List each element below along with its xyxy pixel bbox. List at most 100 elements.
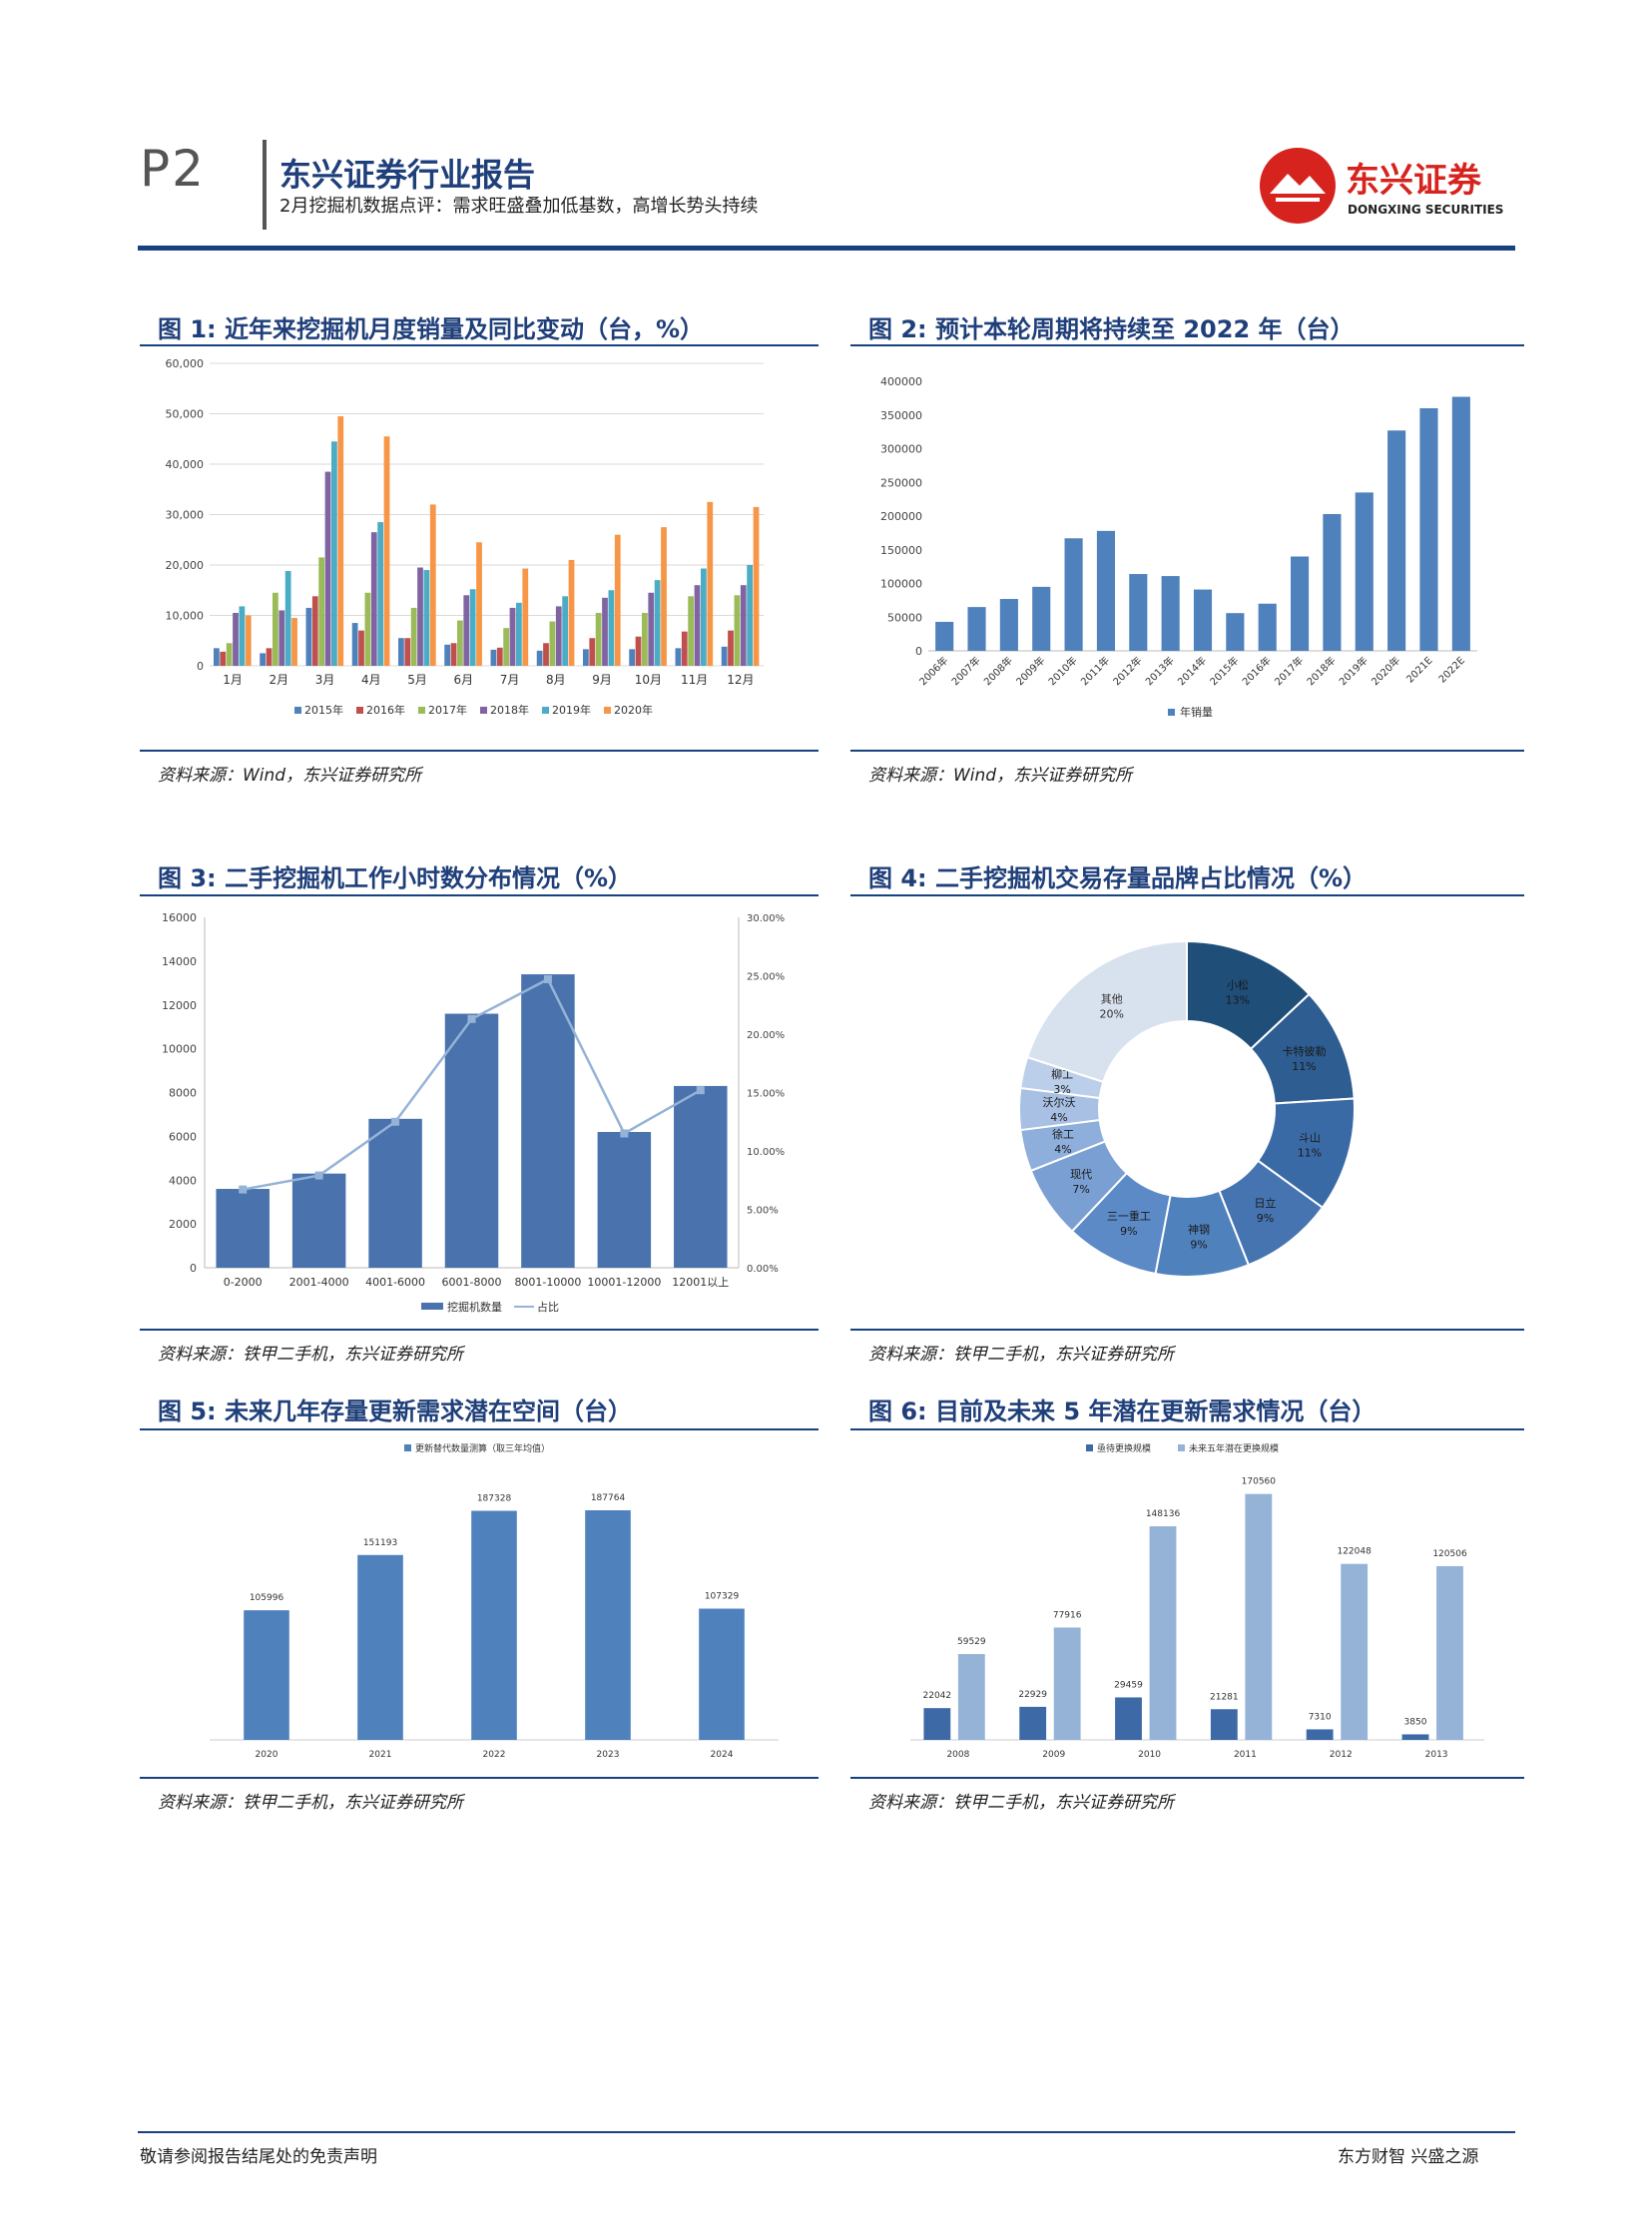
y-tick-label: 4000 bbox=[169, 1174, 197, 1187]
x-tick-label: 2008年 bbox=[981, 654, 1015, 688]
data-label: 187764 bbox=[591, 1493, 626, 1503]
bar bbox=[654, 580, 661, 666]
bar bbox=[1436, 1565, 1463, 1740]
x-tick-label: 7月 bbox=[500, 673, 520, 687]
y2-tick-label: 0.00% bbox=[747, 1264, 779, 1275]
data-label: 59529 bbox=[957, 1637, 986, 1647]
x-tick-label: 12月 bbox=[727, 673, 754, 687]
bar bbox=[410, 607, 417, 666]
legend-swatch bbox=[356, 707, 363, 714]
chart-potential-demand: 亟待更换规模 未来五年潜在更换规模 22042 59529 2008 22929 77916… bbox=[910, 1442, 1484, 1760]
bar bbox=[635, 636, 642, 666]
bar bbox=[1306, 1729, 1334, 1740]
x-tick-label: 2011 bbox=[1234, 1750, 1257, 1760]
bar bbox=[220, 651, 227, 666]
bar bbox=[1210, 1709, 1238, 1740]
y-tick-label: 50,000 bbox=[166, 408, 205, 421]
bar bbox=[239, 606, 246, 666]
x-tick-label: 2023 bbox=[597, 1750, 620, 1760]
legend-swatch bbox=[421, 1303, 443, 1310]
bar bbox=[1115, 1697, 1142, 1740]
line-point bbox=[620, 1129, 629, 1138]
bar bbox=[1341, 1563, 1369, 1740]
x-tick-label: 2007年 bbox=[948, 654, 982, 688]
data-label: 29459 bbox=[1114, 1680, 1143, 1690]
x-tick-label: 10001-12000 bbox=[587, 1276, 661, 1289]
bar bbox=[522, 568, 529, 666]
x-tick-label: 2月 bbox=[270, 673, 289, 687]
x-tick-label: 2008 bbox=[946, 1750, 969, 1760]
bar bbox=[967, 607, 986, 651]
slice-label: 神钢 bbox=[1188, 1222, 1210, 1236]
bar bbox=[747, 565, 754, 666]
y2-tick-label: 30.00% bbox=[747, 913, 785, 924]
legend-label: 亟待更换规模 bbox=[1097, 1442, 1151, 1454]
slice-label: 沃尔沃 bbox=[1043, 1096, 1076, 1109]
donut-slice bbox=[1025, 939, 1188, 1084]
x-tick-label: 2006年 bbox=[916, 654, 950, 688]
x-tick-label: 12001以上 bbox=[672, 1276, 729, 1289]
slice-percent: 20% bbox=[1100, 1007, 1124, 1020]
bar bbox=[245, 615, 252, 666]
bar bbox=[1355, 492, 1374, 651]
data-label: 107329 bbox=[705, 1592, 740, 1602]
bar bbox=[226, 643, 233, 666]
legend-swatch bbox=[1178, 1444, 1185, 1451]
y2-tick-label: 5.00% bbox=[747, 1206, 779, 1217]
bar bbox=[614, 534, 621, 666]
slice-label: 三一重工 bbox=[1107, 1209, 1151, 1223]
x-tick-label: 2012 bbox=[1330, 1750, 1353, 1760]
bar bbox=[351, 623, 358, 666]
bar bbox=[583, 649, 589, 666]
legend-swatch bbox=[404, 1444, 411, 1451]
figure-2-title: 图 2: 预计本轮周期将持续至 2022 年（台） bbox=[868, 315, 1355, 343]
slice-label: 小松 bbox=[1227, 978, 1249, 992]
chart-update-demand: 更新替代数量测算（取三年均值） 105996 2020 151193 2021 18732… bbox=[210, 1442, 779, 1760]
y-tick-label: 10,000 bbox=[166, 610, 205, 623]
legend-label: 2017年 bbox=[428, 703, 467, 717]
figure-3-bottom-rule bbox=[140, 1329, 819, 1331]
bar bbox=[1291, 556, 1310, 651]
x-tick-label: 2020年 bbox=[1369, 654, 1402, 688]
bar bbox=[675, 648, 682, 666]
y-tick-label: 12000 bbox=[162, 999, 197, 1012]
bar bbox=[521, 974, 575, 1268]
x-tick-label: 3月 bbox=[315, 673, 335, 687]
slice-percent: 7% bbox=[1072, 1183, 1089, 1196]
bar bbox=[423, 570, 430, 666]
bar bbox=[923, 1708, 951, 1740]
line-point bbox=[314, 1171, 323, 1180]
y-tick-label: 8000 bbox=[169, 1087, 197, 1100]
legend-label: 年销量 bbox=[1180, 705, 1213, 719]
y-tick-label: 6000 bbox=[169, 1130, 197, 1143]
x-tick-label: 6月 bbox=[454, 673, 474, 687]
bar bbox=[681, 631, 688, 666]
figure-6-rule bbox=[850, 1428, 1524, 1430]
x-tick-label: 1月 bbox=[223, 673, 243, 687]
y2-tick-label: 15.00% bbox=[747, 1089, 785, 1100]
slice-percent: 4% bbox=[1054, 1143, 1071, 1156]
data-label: 187328 bbox=[477, 1494, 512, 1504]
bar bbox=[629, 649, 636, 666]
x-tick-label: 8月 bbox=[546, 673, 566, 687]
y-tick-label: 0 bbox=[915, 645, 922, 658]
bar bbox=[364, 592, 371, 666]
slice-percent: 13% bbox=[1226, 994, 1250, 1007]
y-tick-label: 0 bbox=[190, 1262, 197, 1275]
bar bbox=[1096, 530, 1115, 651]
legend-swatch bbox=[1168, 709, 1175, 716]
legend-swatch bbox=[1086, 1444, 1093, 1451]
legend-swatch bbox=[294, 707, 301, 714]
figure-1-bottom-rule bbox=[140, 750, 819, 752]
bar bbox=[429, 504, 436, 666]
x-tick-label: 10月 bbox=[635, 673, 662, 687]
slice-label: 其他 bbox=[1101, 992, 1123, 1005]
figure-3-source: 资料来源：铁甲二手机，东兴证券研究所 bbox=[158, 1345, 463, 1365]
data-label: 151193 bbox=[363, 1538, 397, 1548]
figure-5-source: 资料来源：铁甲二手机，东兴证券研究所 bbox=[158, 1793, 463, 1813]
chart-monthly-sales: 0 10,000 20,000 30,000 40,000 50,000 60,000 1月 2… bbox=[166, 357, 764, 717]
y-tick-label: 300000 bbox=[880, 443, 922, 456]
slice-percent: 11% bbox=[1298, 1147, 1322, 1160]
y-tick-label: 40,000 bbox=[166, 458, 205, 471]
legend-swatch bbox=[480, 707, 487, 714]
